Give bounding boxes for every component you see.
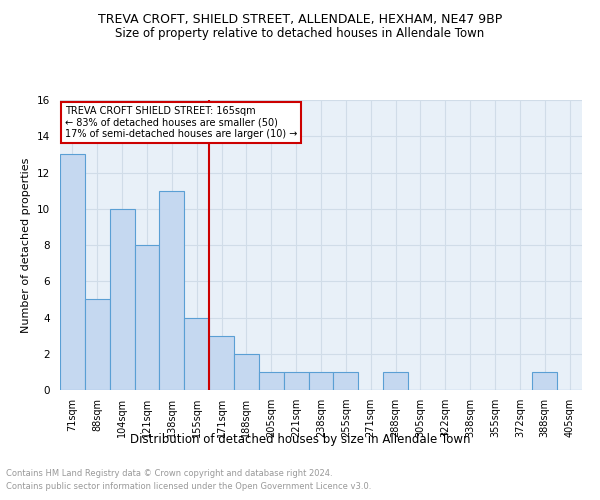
Bar [259,372,284,390]
Bar [60,154,85,390]
Text: Contains HM Land Registry data © Crown copyright and database right 2024.: Contains HM Land Registry data © Crown c… [6,468,332,477]
Bar [334,372,358,390]
Bar [184,318,209,390]
Bar [160,190,184,390]
Bar [284,372,308,390]
Text: Distribution of detached houses by size in Allendale Town: Distribution of detached houses by size … [130,432,470,446]
Bar [532,372,557,390]
Text: Size of property relative to detached houses in Allendale Town: Size of property relative to detached ho… [115,28,485,40]
Text: Contains public sector information licensed under the Open Government Licence v3: Contains public sector information licen… [6,482,371,491]
Bar [85,300,110,390]
Bar [209,336,234,390]
Bar [134,245,160,390]
Bar [308,372,334,390]
Text: TREVA CROFT, SHIELD STREET, ALLENDALE, HEXHAM, NE47 9BP: TREVA CROFT, SHIELD STREET, ALLENDALE, H… [98,12,502,26]
Y-axis label: Number of detached properties: Number of detached properties [22,158,31,332]
Text: TREVA CROFT SHIELD STREET: 165sqm
← 83% of detached houses are smaller (50)
17% : TREVA CROFT SHIELD STREET: 165sqm ← 83% … [65,106,298,139]
Bar [383,372,408,390]
Bar [110,209,134,390]
Bar [234,354,259,390]
